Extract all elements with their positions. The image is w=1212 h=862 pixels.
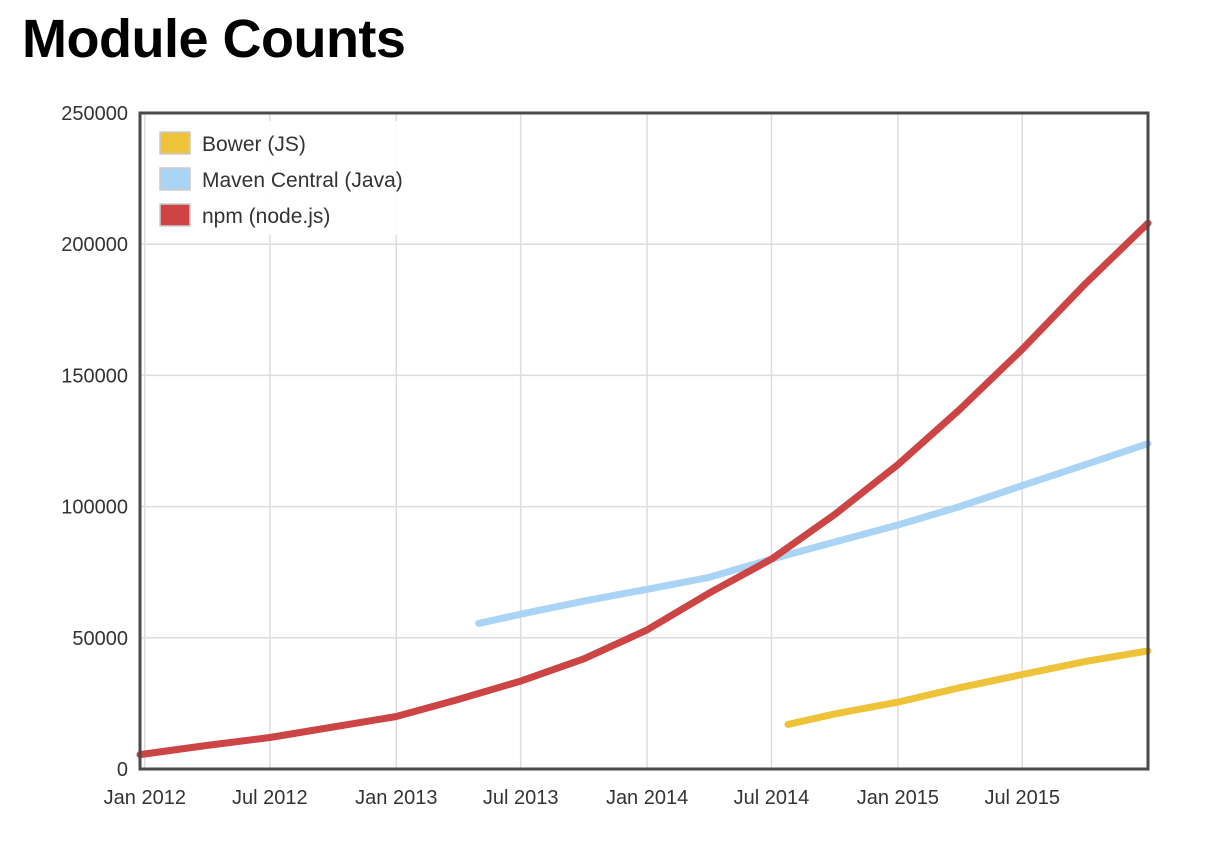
y-axis-ticks: 0 50000 100000 150000 200000 250000 [61, 103, 128, 781]
series-line-1 [475, 440, 1152, 627]
x-tick-label: Jul 2013 [483, 787, 559, 809]
x-tick-label: Jul 2014 [734, 787, 810, 809]
y-tick-label: 150000 [61, 365, 128, 387]
y-tick-label: 50000 [72, 628, 128, 650]
legend-swatch [159, 167, 191, 191]
y-tick-label: 0 [117, 759, 128, 781]
legend-label: Maven Central (Java) [202, 169, 403, 192]
legend-swatch [159, 203, 191, 227]
x-tick-label: Jan 2015 [857, 787, 939, 809]
legend-label: npm (node.js) [202, 205, 330, 228]
x-axis-ticks: Jan 2012 Jul 2012 Jan 2013 Jul 2013 Jan 2014… [104, 787, 1060, 809]
chart-series [136, 219, 1152, 759]
x-tick-label: Jul 2012 [232, 787, 308, 809]
x-tick-label: Jan 2014 [606, 787, 688, 809]
x-tick-label: Jul 2015 [984, 787, 1060, 809]
plot-area-border [138, 111, 1150, 771]
legend-swatch [159, 131, 191, 155]
y-tick-label: 200000 [61, 234, 128, 256]
series-line-0 [784, 647, 1152, 728]
y-tick-label: 250000 [61, 103, 128, 125]
y-tick-label: 100000 [61, 497, 128, 519]
x-tick-label: Jan 2013 [355, 787, 437, 809]
legend-label: Bower (JS) [202, 133, 306, 156]
series-line-2 [136, 219, 1152, 759]
chart-legend: Bower (JS) Maven Central (Java) npm (node.… [150, 121, 408, 235]
chart-grid [140, 112, 1148, 770]
legend-background [150, 121, 408, 235]
x-tick-label: Jan 2012 [104, 787, 186, 809]
page-title: Module Counts [22, 9, 406, 69]
